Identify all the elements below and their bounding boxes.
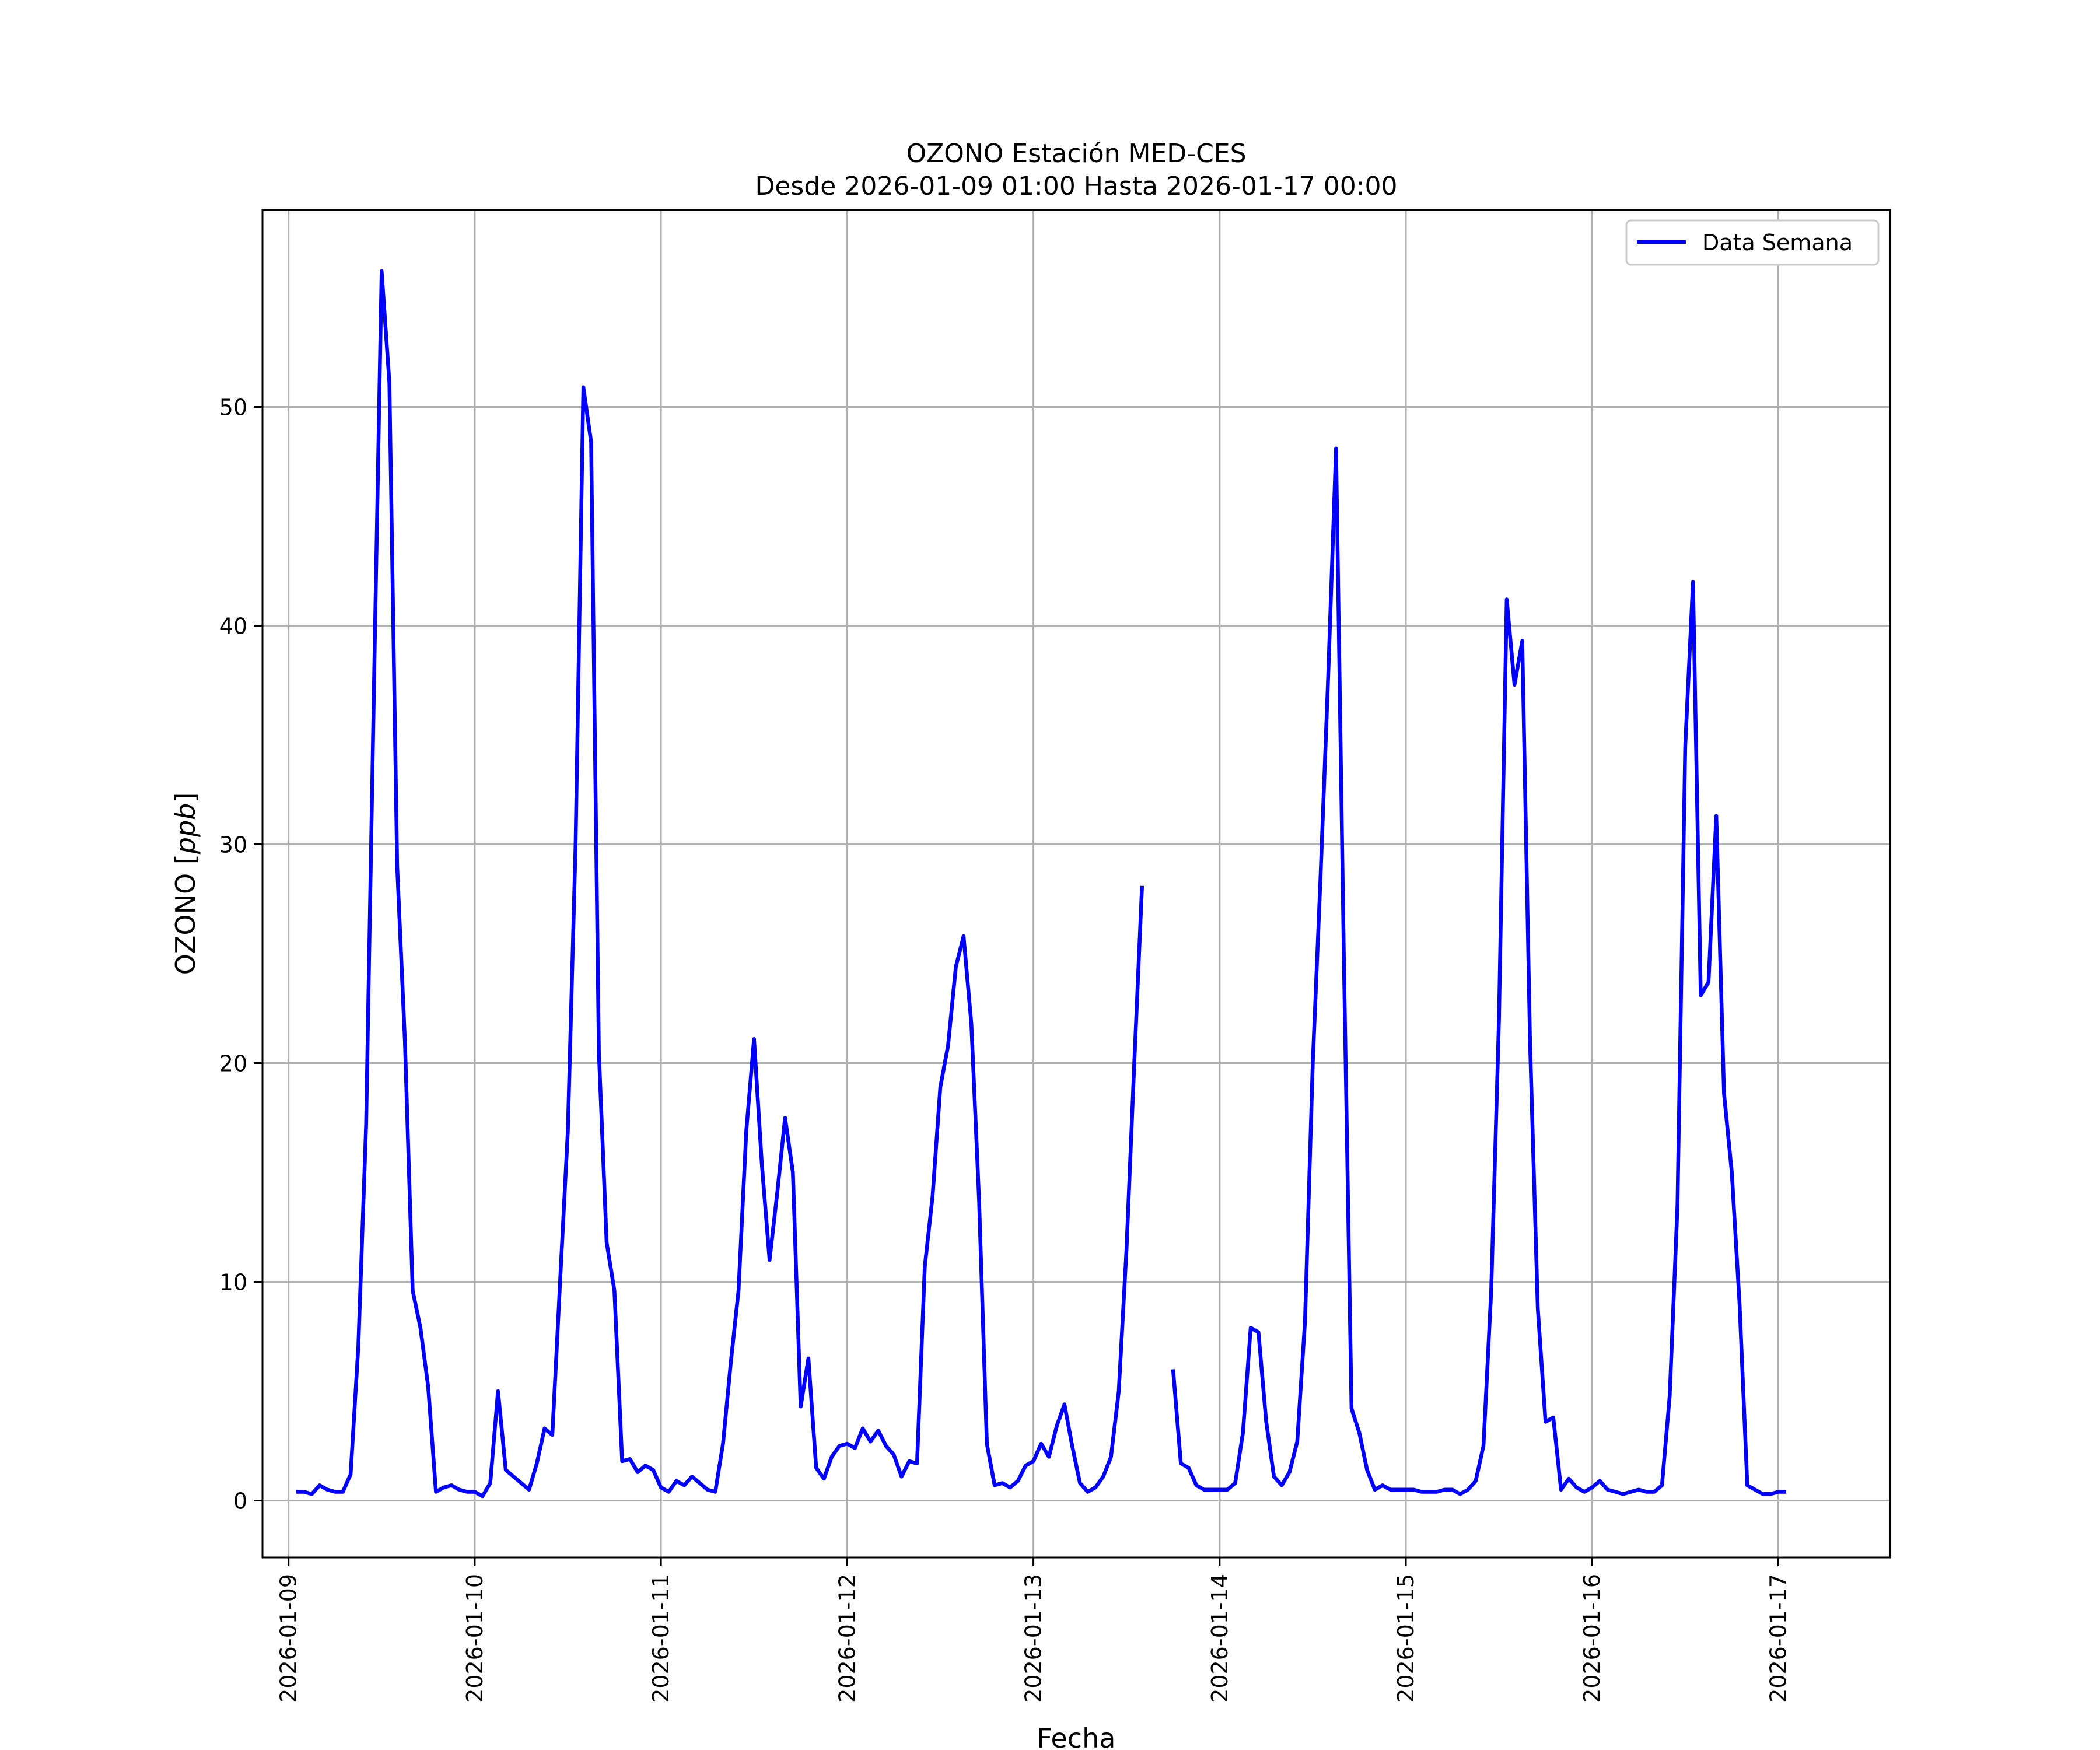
y-tick-label: 30 (219, 832, 247, 858)
x-tick-label: 2026-01-15 (1393, 1574, 1419, 1703)
y-tick-label: 40 (219, 614, 247, 639)
x-tick-label: 2026-01-17 (1765, 1574, 1791, 1703)
plot-frame (261, 209, 1891, 1559)
legend-box (1625, 219, 1880, 266)
plot-area (262, 210, 1890, 1558)
y-axis-label-text: OZONO [ (170, 854, 201, 975)
grid-lines (262, 210, 1890, 1558)
x-axis-ticks: 2026-01-09 2026-01-10 2026-01-11 2026-01-12… (276, 1558, 1791, 1703)
legend: Data Semana (1625, 219, 1880, 266)
x-axis-label: Fecha (1037, 1723, 1116, 1750)
y-axis-label: OZONO [ppb] (170, 793, 201, 975)
chart-title: OZONO Estación MED-CES (906, 139, 1246, 169)
y-tick-label: 50 (219, 395, 247, 421)
y-tick-label: 20 (219, 1051, 247, 1077)
y-axis-label-close: ] (170, 793, 201, 803)
legend-label-data-semana: Data Semana (1702, 230, 1853, 256)
y-axis-label-unit: ppb (170, 803, 201, 855)
x-tick-label: 2026-01-14 (1207, 1574, 1233, 1703)
x-tick-label: 2026-01-12 (834, 1574, 860, 1703)
x-tick-label: 2026-01-10 (462, 1574, 488, 1703)
y-axis-ticks: 0 10 20 30 40 50 (219, 395, 262, 1514)
x-tick-label: 2026-01-16 (1579, 1574, 1605, 1703)
x-tick-label: 2026-01-09 (276, 1574, 302, 1703)
y-tick-label: 0 (233, 1489, 247, 1514)
series-line-data-semana (296, 269, 1786, 1499)
y-tick-label: 10 (219, 1270, 247, 1296)
x-tick-label: 2026-01-13 (1021, 1574, 1046, 1703)
x-tick-label: 2026-01-11 (648, 1574, 674, 1703)
chart-subtitle: Desde 2026-01-09 01:00 Hasta 2026-01-17 … (755, 172, 1397, 201)
series-layer (296, 269, 1786, 1499)
